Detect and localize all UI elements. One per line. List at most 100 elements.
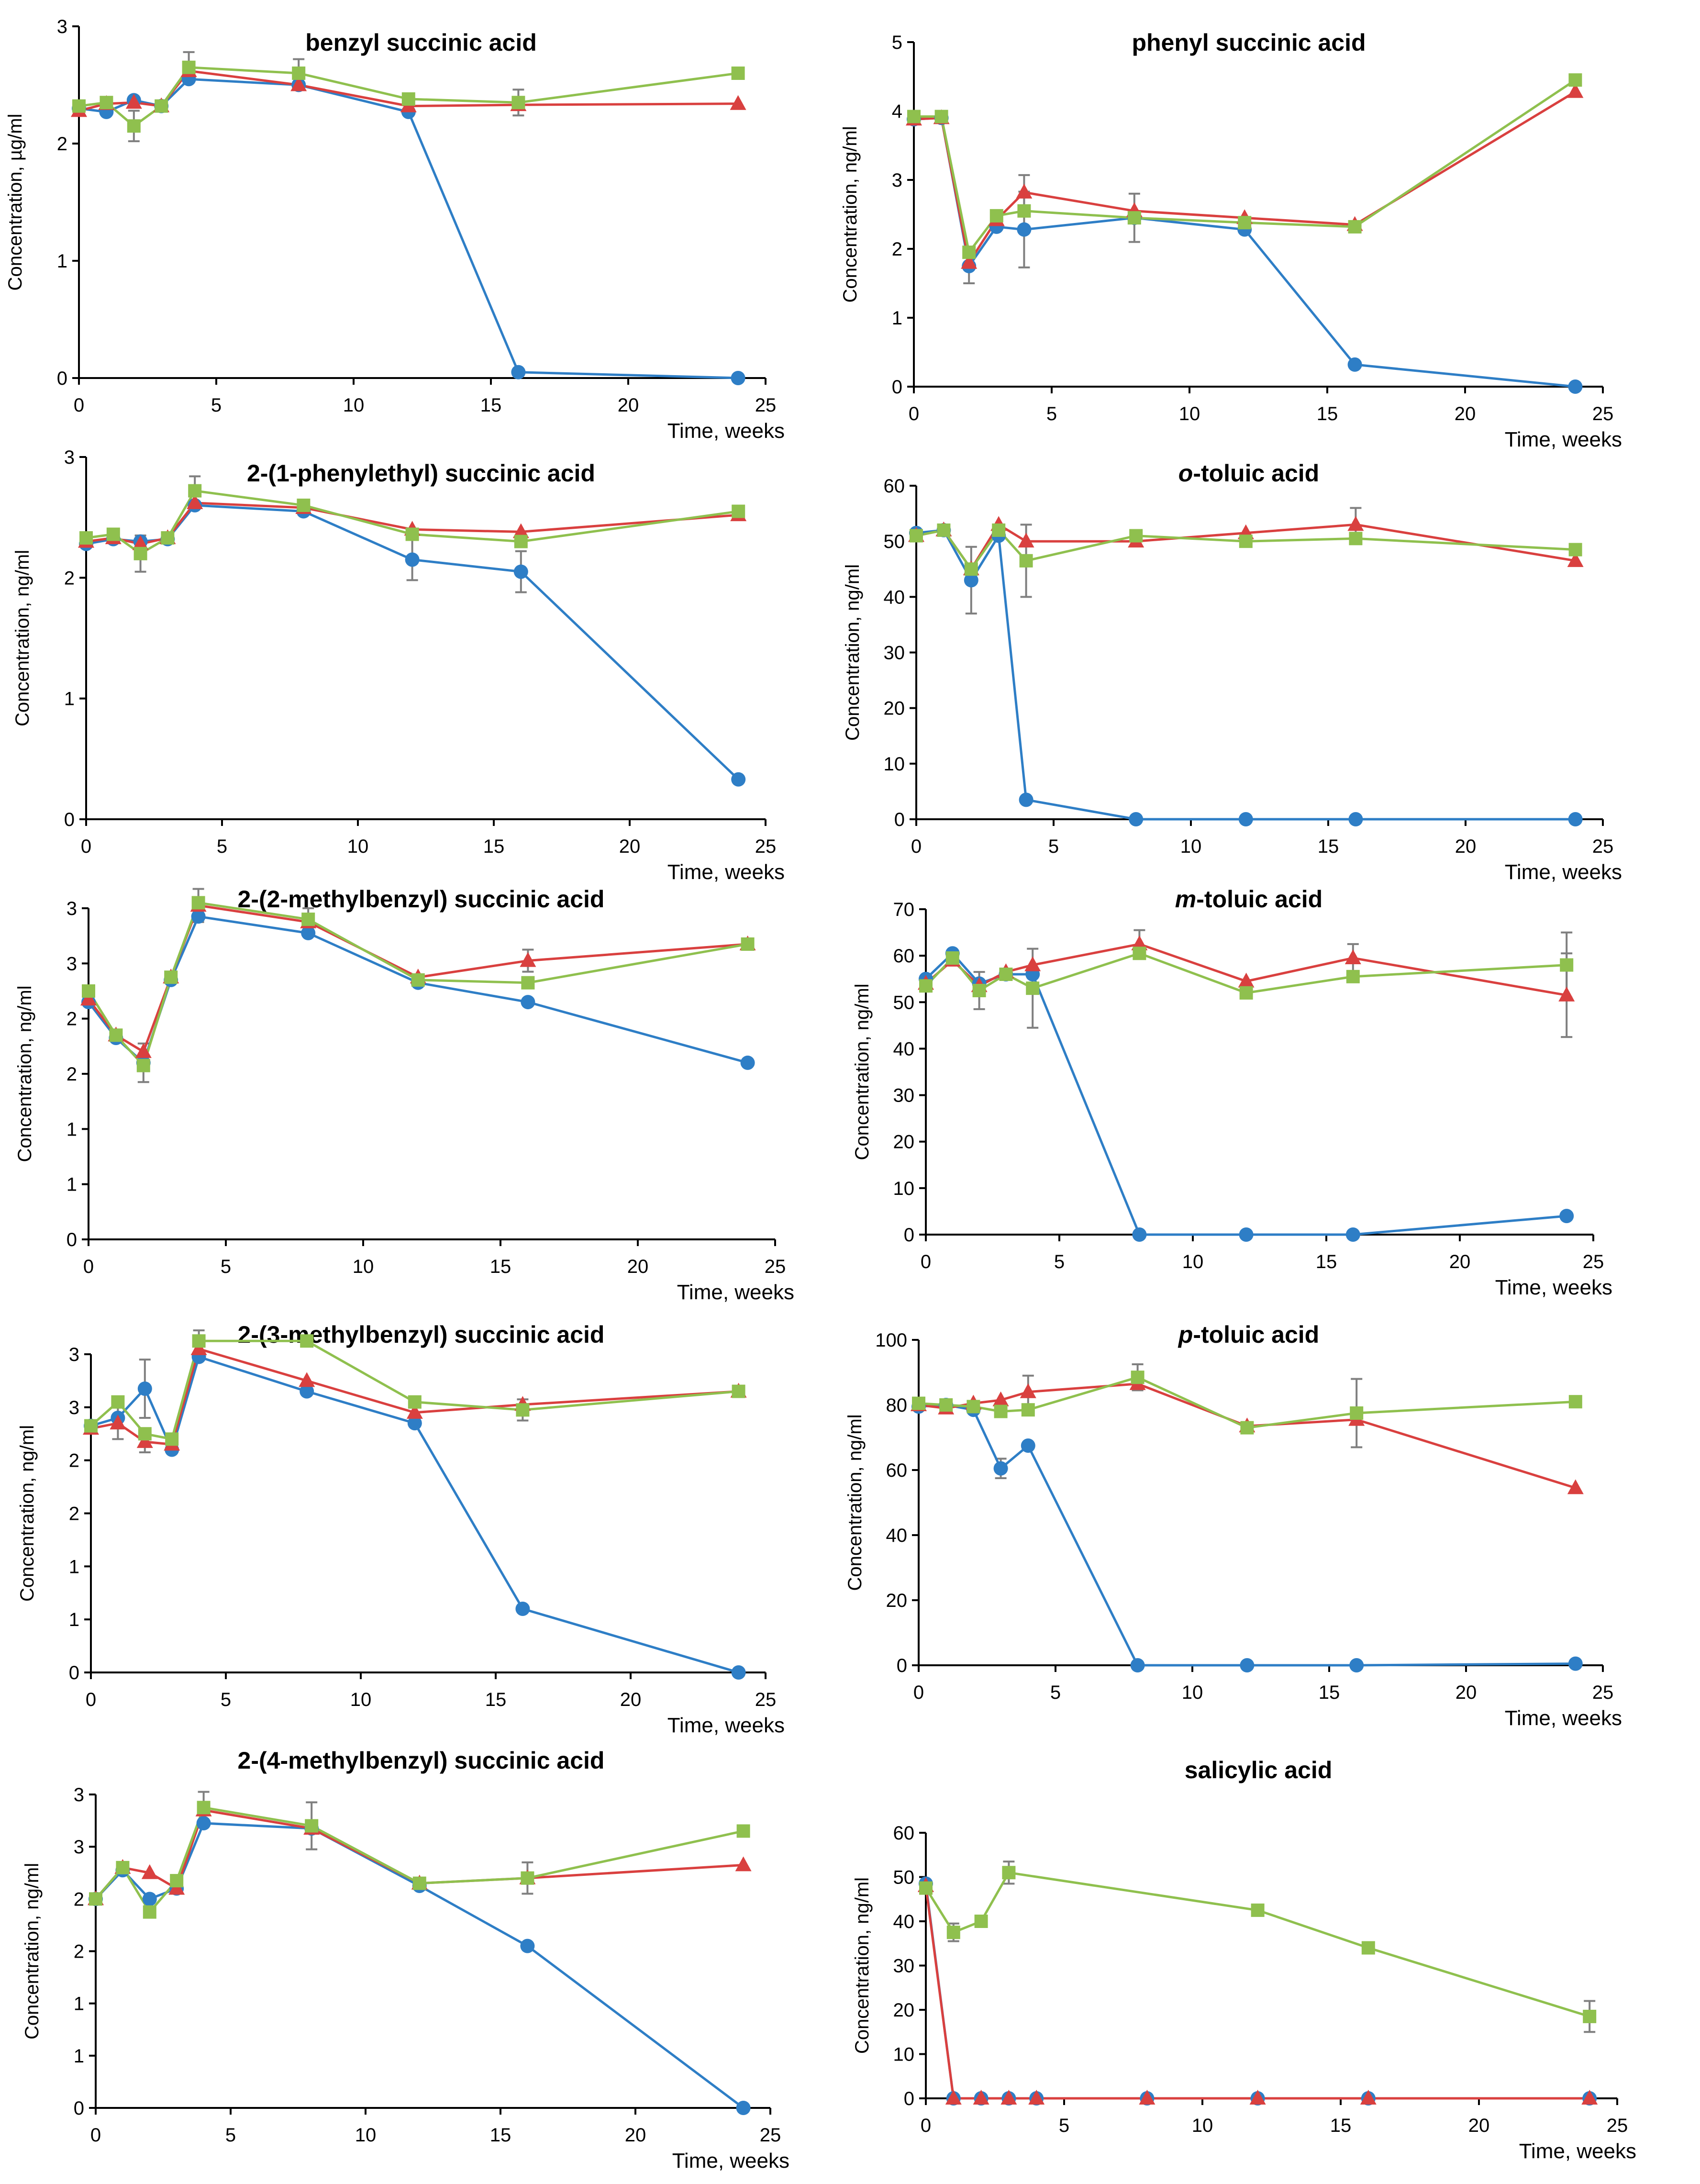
data-point-blue [137, 1382, 152, 1396]
data-point-green [1568, 543, 1582, 557]
x-tick-label: 25 [1607, 2115, 1628, 2136]
data-point-green [1239, 986, 1253, 1000]
x-axis-label: Time, weeks [667, 860, 785, 884]
data-point-blue [1348, 812, 1363, 826]
y-axis-label: Concentration, ng/ml [12, 550, 33, 726]
data-point-green [1240, 1421, 1254, 1435]
chart-2: phenyl succinic acid 0 1 2 3 4 5 0 5 10 15 20 25 Time… [840, 29, 1622, 451]
data-point-red [1360, 2090, 1377, 2105]
data-point-blue [1132, 1227, 1147, 1242]
data-point-red [80, 991, 97, 1006]
data-point-blue [520, 1939, 535, 1953]
data-point-green [937, 523, 951, 537]
data-point-red [961, 254, 978, 269]
data-point-red [945, 2090, 962, 2105]
data-point-green [1361, 1941, 1375, 1955]
data-point-red [290, 76, 307, 91]
data-point-green [1002, 1866, 1016, 1880]
y-tick-label: 1 [67, 1174, 77, 1195]
x-tick-label: 0 [83, 1256, 94, 1277]
chart-title: 2-(1-phenylethyl) succinic acid [247, 460, 595, 487]
y-tick-label: 80 [886, 1395, 908, 1416]
y-axis-label: Concentration, ng/ml [844, 1414, 866, 1591]
y-tick-label: 20 [893, 1132, 915, 1153]
x-tick-label: 15 [485, 1689, 507, 1710]
data-point-blue [1347, 357, 1362, 372]
chart-title-prefix: m [1175, 886, 1196, 913]
x-tick-label: 25 [1583, 1251, 1604, 1272]
x-axis-label: Time, weeks [667, 419, 785, 443]
chart-title: p-toluic acid [1178, 1321, 1319, 1348]
y-tick-label: 2 [64, 568, 75, 589]
x-tick-label: 10 [1182, 1251, 1204, 1272]
x-tick-label: 5 [221, 1256, 231, 1277]
data-point-green [741, 937, 755, 951]
y-tick-label: 2 [892, 239, 902, 260]
data-point-green [408, 1395, 422, 1409]
data-point-green [401, 92, 415, 106]
y-tick-label: 1 [67, 1119, 77, 1140]
chart-10: salicylic acid 0 10 20 30 40 50 60 0 5 10 15 20 25 Tim… [852, 1757, 1636, 2163]
data-point-blue [191, 909, 206, 924]
y-tick-label: 0 [64, 809, 75, 830]
data-point-green [1568, 1395, 1582, 1409]
data-point-blue [1345, 1227, 1360, 1242]
y-tick-label: 10 [893, 2044, 915, 2065]
chart-title-prefix: p [1178, 1321, 1193, 1348]
y-tick-label: 70 [893, 899, 915, 920]
x-tick-label: 15 [483, 836, 505, 857]
data-point-green [405, 527, 419, 541]
y-tick-label: 30 [884, 643, 905, 664]
y-axis-label: Concentration, µg/ml [5, 114, 26, 291]
data-point-green [521, 1871, 534, 1885]
x-tick-label: 5 [225, 2125, 236, 2146]
data-point-green [972, 984, 986, 997]
series-line-red [918, 1382, 1576, 1489]
data-point-green [182, 60, 196, 74]
data-point-blue [142, 1892, 157, 1906]
data-point-green [1239, 535, 1253, 548]
data-point-green [939, 1398, 953, 1412]
data-point-blue [301, 925, 316, 940]
data-point-blue [1240, 1658, 1255, 1672]
data-point-red [1000, 2090, 1017, 2105]
y-tick-label: 3 [892, 170, 902, 191]
data-point-red [1567, 83, 1584, 98]
data-point-green [155, 99, 168, 113]
data-point-red [1344, 949, 1361, 964]
x-tick-label: 5 [217, 836, 227, 857]
data-point-red [1567, 552, 1584, 567]
y-tick-label: 2 [67, 1064, 77, 1085]
chart-title: 2-(3-methylbenzyl) succinic acid [238, 1321, 605, 1348]
y-tick-label: 0 [897, 1655, 907, 1676]
y-tick-label: 2 [57, 134, 67, 155]
data-point-blue [1129, 812, 1144, 826]
chart-title: 2-(4-methylbenzyl) succinic acid [238, 1747, 605, 1774]
chart-9: 2-(4-methylbenzyl) succinic acid 0 1 1 2 2 3 3 0… [22, 1747, 789, 2173]
x-tick-label: 10 [1179, 403, 1200, 424]
x-tick-label: 15 [490, 1256, 511, 1277]
data-point-green [301, 913, 315, 926]
chart-title-rest: -toluic acid [1193, 1321, 1319, 1348]
chart-title: salicylic acid [1185, 1757, 1333, 1783]
data-point-red [141, 1864, 158, 1879]
data-point-blue [1568, 812, 1583, 826]
data-point-red [1028, 2090, 1045, 2105]
y-tick-label: 40 [893, 1038, 915, 1059]
x-tick-label: 25 [760, 2125, 781, 2146]
data-point-green [919, 979, 933, 993]
data-point-green [111, 1395, 125, 1409]
x-tick-label: 25 [755, 1689, 777, 1710]
x-tick-label: 5 [1059, 2115, 1069, 2136]
data-point-red [135, 1043, 152, 1058]
data-point-green [989, 209, 1003, 223]
chart-5: 2-(2-methylbenzyl) succinic acid 0 1 1 2 2 3 3 0… [14, 886, 794, 1304]
data-point-red [992, 1391, 1009, 1406]
data-point-green [82, 984, 95, 998]
data-point-green [992, 523, 1006, 537]
y-tick-label: 1 [64, 689, 75, 710]
x-tick-label: 0 [86, 1689, 96, 1710]
y-axis-label: Concentration, ng/ml [22, 1863, 43, 2039]
x-tick-label: 20 [619, 836, 641, 857]
